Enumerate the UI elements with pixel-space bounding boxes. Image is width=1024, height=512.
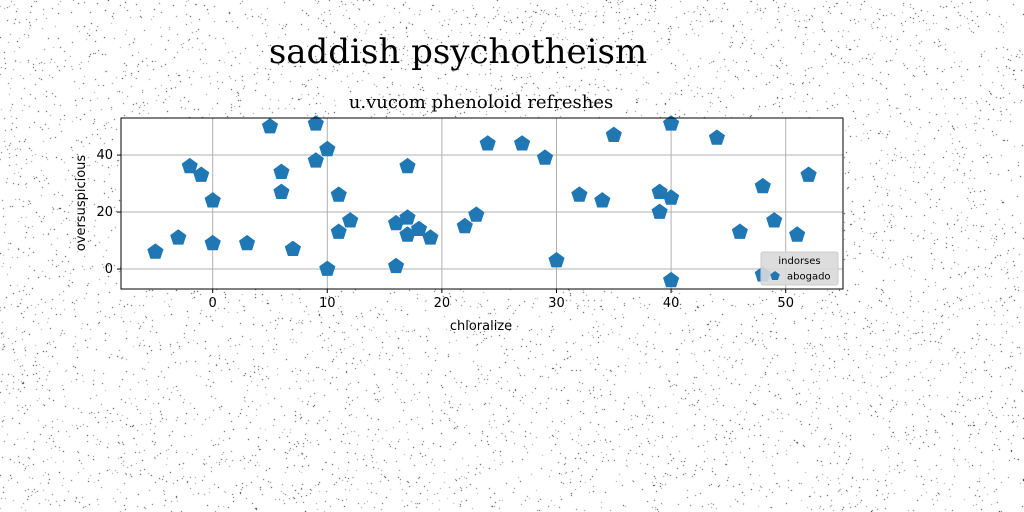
data-point <box>663 115 680 131</box>
data-point <box>800 166 817 182</box>
data-point <box>273 183 290 199</box>
data-point <box>204 234 221 251</box>
data-point <box>307 115 324 131</box>
data-point <box>479 135 496 151</box>
data-point <box>422 229 439 245</box>
data-point <box>204 192 221 208</box>
x-tick-label: 30 <box>548 296 565 311</box>
data-point <box>399 226 416 242</box>
data-point <box>342 212 359 228</box>
data-point <box>330 223 347 239</box>
data-point <box>514 135 531 151</box>
x-tick-label: 50 <box>777 296 794 311</box>
data-point <box>663 271 680 288</box>
data-point <box>193 166 210 182</box>
data-point <box>330 186 347 202</box>
data-point <box>594 192 611 208</box>
data-point <box>766 212 783 228</box>
data-point <box>663 189 680 205</box>
data-point <box>605 126 622 142</box>
y-axis-label: oversuspicious <box>74 155 89 252</box>
legend-box <box>760 251 839 286</box>
data-point <box>754 177 771 194</box>
data-point <box>388 214 405 231</box>
plot-frame <box>120 117 844 290</box>
legend-marker <box>770 271 780 280</box>
data-point <box>536 149 554 165</box>
data-point <box>456 217 473 234</box>
y-tick-label: 40 <box>96 148 113 163</box>
data-point <box>261 118 279 134</box>
chart-title: u.vucom phenoloid refreshes <box>349 92 613 113</box>
x-tick-label: 10 <box>319 296 336 311</box>
x-tick-label: 20 <box>434 296 451 311</box>
data-point <box>651 203 668 219</box>
data-point <box>147 243 164 259</box>
plot-area: 0 10 20 30 40 50 0 20 40 indorses abogado <box>96 115 844 311</box>
data-point <box>170 229 187 245</box>
data-point <box>708 129 725 145</box>
data-point <box>319 260 336 276</box>
y-tick-label: 0 <box>105 262 113 277</box>
data-point <box>319 140 336 157</box>
data-point <box>181 157 198 174</box>
x-axis-label: chloralize <box>450 319 512 334</box>
y-tick-label: 20 <box>96 205 113 220</box>
data-point <box>307 152 324 168</box>
data-point <box>273 163 290 179</box>
legend-title: indorses <box>778 256 820 267</box>
data-point <box>410 220 428 236</box>
data-point <box>468 206 485 222</box>
data-point <box>388 257 405 274</box>
x-tick-label: 0 <box>209 296 217 311</box>
data-point <box>571 186 588 202</box>
data-point <box>284 240 301 256</box>
figure-title: saddish psychotheism <box>269 32 647 72</box>
x-tick-label: 40 <box>663 296 680 311</box>
data-point <box>548 252 565 268</box>
legend-entry: abogado <box>787 272 831 283</box>
data-point <box>399 209 416 225</box>
data-point <box>789 226 806 242</box>
data-point <box>731 223 748 239</box>
data-point <box>399 157 416 174</box>
data-point <box>239 234 256 251</box>
